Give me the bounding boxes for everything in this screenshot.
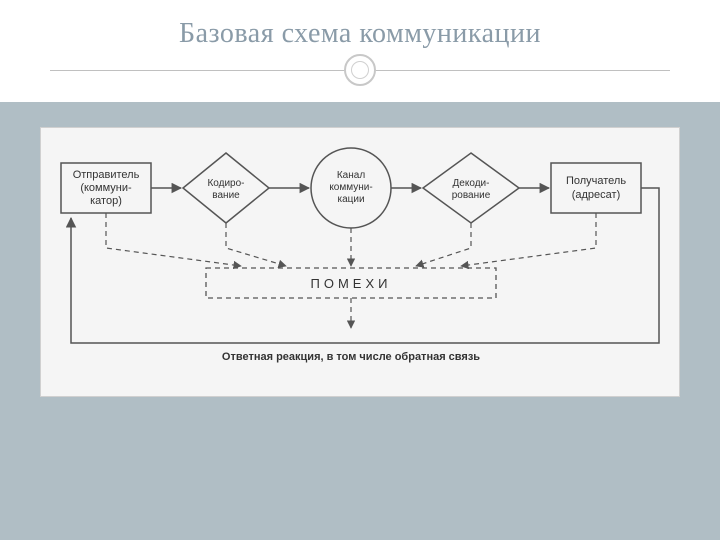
node-encoding-label-2: вание xyxy=(212,190,240,201)
node-sender-label-3: катор) xyxy=(90,195,122,207)
header: Базовая схема коммуникации xyxy=(0,0,720,102)
page-title: Базовая схема коммуникации xyxy=(0,18,720,50)
node-sender-label-1: Отправитель xyxy=(73,169,140,181)
title-divider xyxy=(0,50,720,90)
node-receiver xyxy=(551,163,641,213)
node-sender-label-2: (коммуни- xyxy=(80,182,132,194)
node-channel-label-3: кации xyxy=(337,194,364,205)
node-receiver-label-1: Получатель xyxy=(566,175,626,187)
node-channel-label-1: Канал xyxy=(337,170,365,181)
divider-circle-icon xyxy=(344,54,376,86)
node-channel-label-2: коммуни- xyxy=(329,182,372,193)
diagram-container: Отправитель (коммуни- катор) Кодиро- ван… xyxy=(40,127,680,397)
content-area: Отправитель (коммуни- катор) Кодиро- ван… xyxy=(0,102,720,540)
node-receiver-label-2: (адресат) xyxy=(572,189,621,201)
edge-encoding-noise xyxy=(226,223,286,266)
node-decoding-label-1: Декоди- xyxy=(453,178,490,189)
feedback-label: Ответная реакция, в том числе обратная с… xyxy=(222,351,480,363)
node-noise-label: ПОМЕХИ xyxy=(311,276,392,291)
node-encoding-label-1: Кодиро- xyxy=(207,178,244,189)
edge-receiver-noise xyxy=(461,213,596,266)
communication-diagram: Отправитель (коммуни- катор) Кодиро- ван… xyxy=(41,128,681,398)
edge-sender-noise xyxy=(106,213,241,266)
edge-decoding-noise xyxy=(416,223,471,266)
divider-circle-inner-icon xyxy=(351,61,369,79)
node-decoding-label-2: рование xyxy=(452,190,491,201)
